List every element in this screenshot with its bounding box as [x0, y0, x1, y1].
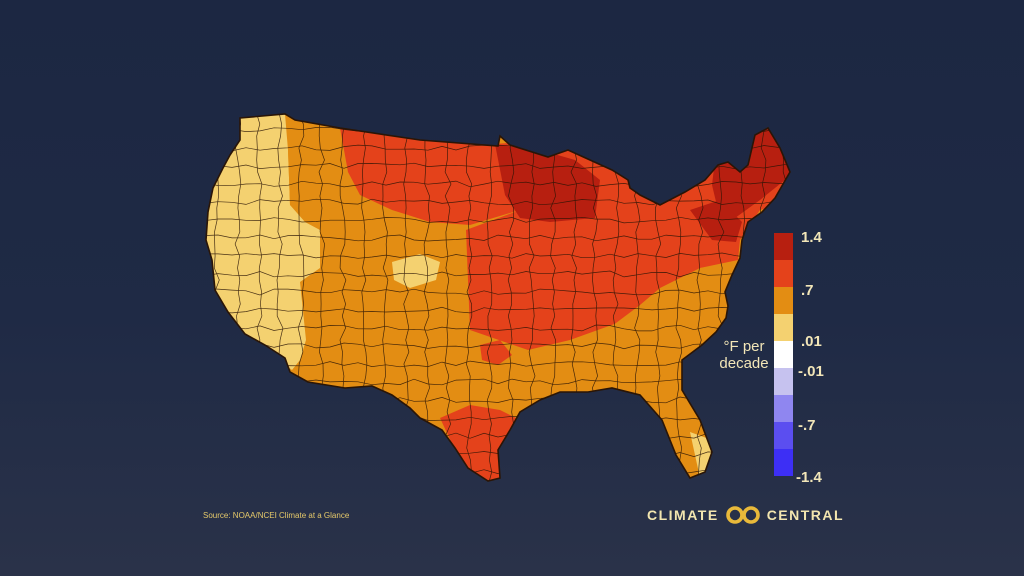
legend-swatch — [774, 368, 793, 395]
legend-swatch — [774, 341, 793, 368]
legend-swatch — [774, 287, 793, 314]
division-border — [507, 114, 515, 481]
division-border — [206, 450, 790, 458]
division-border — [444, 114, 452, 481]
legend-units-label: °F per decade — [719, 338, 769, 372]
linked-rings-icon — [725, 506, 760, 524]
division-border — [206, 216, 790, 224]
division-border — [206, 234, 790, 242]
legend-tick-label: .01 — [801, 333, 822, 350]
region-idaho-panhandle — [285, 114, 350, 212]
climate-central-logo: CLIMATE CENTRAL — [647, 506, 844, 524]
brand-word-left: CLIMATE — [647, 507, 719, 523]
legend-tick-label: -1.4 — [796, 469, 822, 486]
legend-tick-label: -.01 — [798, 363, 824, 380]
division-border — [206, 252, 790, 259]
legend-swatch — [774, 422, 793, 449]
division-border — [486, 114, 493, 481]
region-west-texas — [480, 340, 512, 365]
division-border — [193, 100, 199, 484]
legend-swatch — [774, 233, 793, 260]
region-new-york-east — [690, 200, 742, 242]
legend-tick-label: 1.4 — [801, 229, 822, 246]
division-border — [206, 198, 790, 206]
legend-tick-label: .7 — [801, 282, 814, 299]
division-border — [423, 114, 431, 481]
division-border — [206, 180, 790, 188]
division-border — [206, 288, 790, 296]
legend-swatch — [774, 395, 793, 422]
legend-swatch — [774, 260, 793, 287]
legend-color-bar — [774, 233, 793, 476]
division-border — [206, 270, 790, 278]
division-border — [206, 306, 790, 314]
legend-tick-label: -.7 — [798, 417, 816, 434]
division-border — [206, 324, 790, 332]
division-border — [465, 114, 473, 481]
legend-swatch — [774, 449, 793, 476]
brand-word-right: CENTRAL — [766, 507, 845, 523]
legend-swatch — [774, 314, 793, 341]
state-regions — [206, 114, 790, 481]
source-credit: Source: NOAA/NCEI Climate at a Glance — [203, 511, 350, 520]
division-border — [738, 114, 746, 481]
